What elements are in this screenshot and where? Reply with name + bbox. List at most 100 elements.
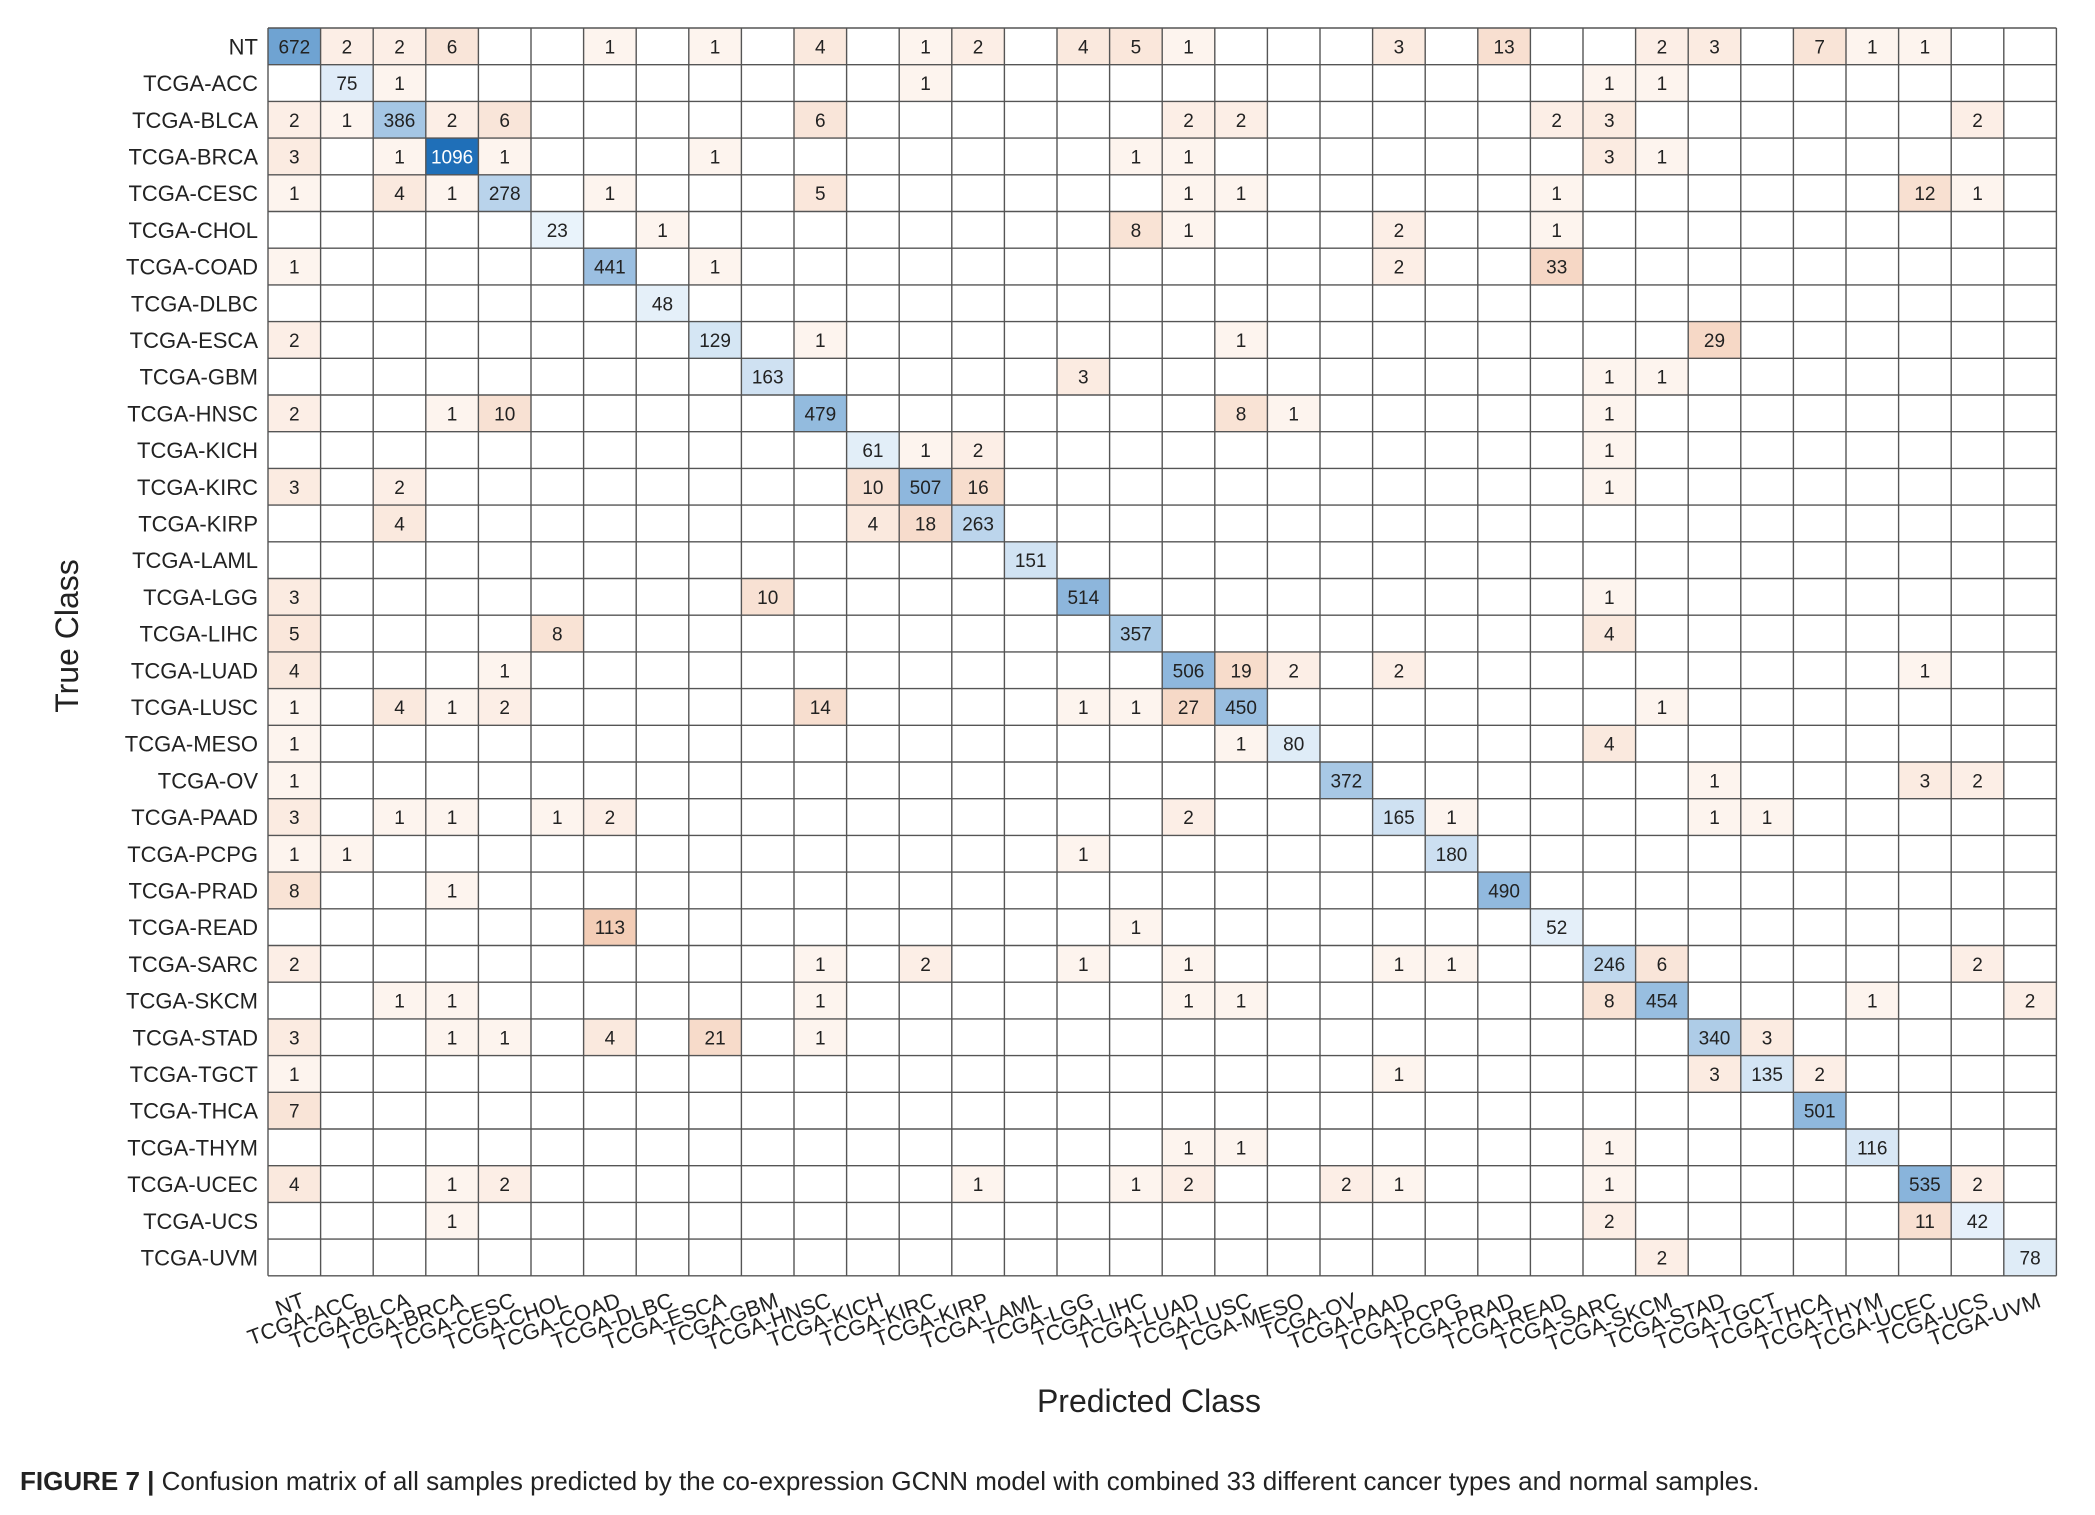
cell-value: 1	[815, 992, 826, 1013]
row-label: TCGA-OV	[158, 768, 259, 793]
cell-value: 3	[1078, 368, 1089, 389]
matrix-cell	[478, 101, 531, 139]
cell-value: 3	[1604, 111, 1615, 132]
cell-value: 8	[1131, 221, 1142, 242]
matrix-cell	[425, 28, 479, 65]
matrix-cell	[1267, 725, 1320, 762]
matrix-cell	[1109, 138, 1163, 175]
matrix-cell	[268, 321, 321, 359]
matrix-cell	[478, 688, 531, 726]
matrix-cell	[1214, 174, 1268, 212]
cell-value: 1096	[431, 147, 473, 168]
matrix-cell	[268, 1092, 321, 1129]
matrix-cell	[1162, 174, 1215, 212]
cell-value: 3	[1394, 37, 1405, 58]
matrix-cell	[1214, 101, 1268, 139]
matrix-cell	[1372, 945, 1426, 983]
cell-value: 2	[973, 37, 984, 58]
matrix-cell	[1793, 1055, 1846, 1093]
matrix-cell	[1057, 578, 1110, 616]
cell-value: 1	[1183, 955, 1194, 976]
matrix-cell	[1425, 945, 1478, 983]
cell-value: 506	[1173, 661, 1205, 682]
cell-value: 2	[499, 698, 510, 719]
matrix-cell	[1951, 101, 2004, 139]
cell-value: 16	[968, 478, 989, 499]
matrix-cell	[425, 174, 479, 212]
matrix-cell	[846, 505, 900, 542]
cell-value: 14	[810, 698, 832, 719]
matrix-cell	[1109, 688, 1163, 726]
cell-value: 1	[1657, 368, 1668, 389]
cell-value: 501	[1804, 1102, 1836, 1123]
cell-value: 1	[1236, 992, 1247, 1013]
matrix-cell	[373, 688, 426, 726]
matrix-cell	[688, 248, 742, 285]
matrix-cell	[1583, 395, 1636, 432]
matrix-cell	[1162, 211, 1215, 249]
cell-value: 2	[1183, 1175, 1194, 1196]
matrix-cell	[688, 321, 742, 359]
matrix-cell	[268, 468, 321, 506]
row-label: TCGA-THYM	[127, 1135, 258, 1160]
matrix-cell	[478, 174, 531, 212]
cell-value: 29	[1704, 331, 1725, 352]
cell-value: 4	[868, 514, 879, 535]
cell-value: 78	[2020, 1248, 2041, 1269]
cell-value: 1	[447, 1212, 458, 1233]
matrix-cell	[268, 1018, 321, 1056]
row-label: TCGA-ACC	[143, 71, 258, 96]
matrix-cell	[1162, 798, 1215, 836]
row-labels: NT TCGA-ACC TCGA-BLCA TCGA-BRCA TCGA-CESC TCG…	[125, 34, 259, 1270]
cell-value: 21	[705, 1028, 726, 1049]
cell-value: 1	[447, 1175, 458, 1196]
cell-value: 1	[1078, 698, 1089, 719]
matrix-cell	[320, 835, 374, 873]
cell-value: 1	[605, 37, 616, 58]
matrix-cell	[899, 28, 952, 65]
row-label: TCGA-DLBC	[131, 291, 258, 316]
matrix-cell	[268, 1165, 321, 1203]
cell-value: 3	[289, 478, 300, 499]
matrix-cell	[1583, 615, 1636, 652]
matrix-cell	[1846, 982, 1899, 1019]
cell-value: 535	[1909, 1175, 1941, 1196]
matrix-cell	[1320, 762, 1373, 799]
matrix-cell	[1162, 982, 1215, 1019]
matrix-cell	[583, 28, 637, 65]
matrix-cell	[268, 762, 321, 799]
cell-value: 1	[447, 992, 458, 1013]
row-label: TCGA-KIRC	[137, 475, 258, 500]
matrix-cell	[1214, 321, 1268, 359]
cell-value: 1	[1920, 37, 1931, 58]
row-label: TCGA-THCA	[130, 1099, 259, 1124]
cell-value: 61	[862, 441, 883, 462]
cell-value: 1	[710, 37, 721, 58]
matrix-cell	[1635, 1239, 1689, 1276]
matrix-cell	[425, 1202, 479, 1240]
matrix-cell	[741, 358, 794, 395]
matrix-cell	[425, 395, 479, 432]
cell-value: 1	[1446, 808, 1457, 829]
cell-value: 372	[1330, 771, 1362, 792]
row-label: TCGA-STAD	[133, 1025, 258, 1050]
cell-value: 33	[1546, 258, 1567, 279]
matrix-cell	[1320, 1165, 1373, 1203]
cell-value: 1	[1657, 698, 1668, 719]
matrix-cell	[1530, 174, 1583, 212]
cell-value: 1	[447, 184, 458, 205]
matrix-cell	[1583, 468, 1636, 506]
cell-value: 129	[699, 331, 731, 352]
matrix-cell	[1688, 1055, 1741, 1093]
cell-value: 1	[1604, 441, 1615, 462]
cell-value: 6	[815, 111, 826, 132]
cell-value: 1	[1604, 1138, 1615, 1159]
cell-value: 8	[552, 625, 563, 646]
cell-value: 1	[342, 845, 353, 866]
matrix-cell	[478, 395, 531, 432]
cell-value: 490	[1488, 881, 1520, 902]
cell-value: 1	[1236, 331, 1247, 352]
cell-value: 386	[384, 111, 416, 132]
cell-value: 2	[342, 37, 353, 58]
cell-value: 2	[605, 808, 616, 829]
